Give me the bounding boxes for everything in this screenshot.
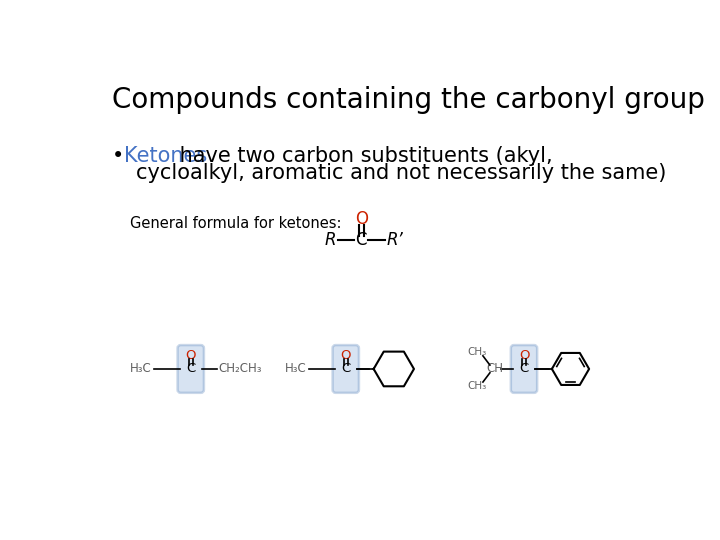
Text: R: R [325,231,336,249]
Text: CH₃: CH₃ [468,381,487,391]
Text: Compounds containing the carbonyl group: Compounds containing the carbonyl group [112,86,705,114]
Text: C: C [356,231,367,249]
Text: C: C [186,362,195,375]
Text: O: O [355,210,368,228]
Text: •: • [112,146,124,166]
Text: O: O [518,349,529,362]
Text: O: O [341,349,351,362]
Text: General formula for ketones:: General formula for ketones: [130,215,342,231]
Text: cycloalkyl, aromatic and not necessarily the same): cycloalkyl, aromatic and not necessarily… [137,164,667,184]
Text: H₃C: H₃C [285,362,307,375]
Text: O: O [186,349,196,362]
FancyBboxPatch shape [333,345,359,393]
FancyBboxPatch shape [178,345,204,393]
Text: C: C [519,362,528,375]
Text: CH₃: CH₃ [468,347,487,357]
Text: have two carbon substituents (akyl,: have two carbon substituents (akyl, [173,146,552,166]
Text: Ketones: Ketones [124,146,207,166]
Text: R’: R’ [386,231,403,249]
FancyBboxPatch shape [510,345,537,393]
Text: H₃C: H₃C [130,362,152,375]
Text: CH₂CH₃: CH₂CH₃ [219,362,262,375]
Text: CH: CH [486,362,503,375]
Text: C: C [341,362,351,375]
